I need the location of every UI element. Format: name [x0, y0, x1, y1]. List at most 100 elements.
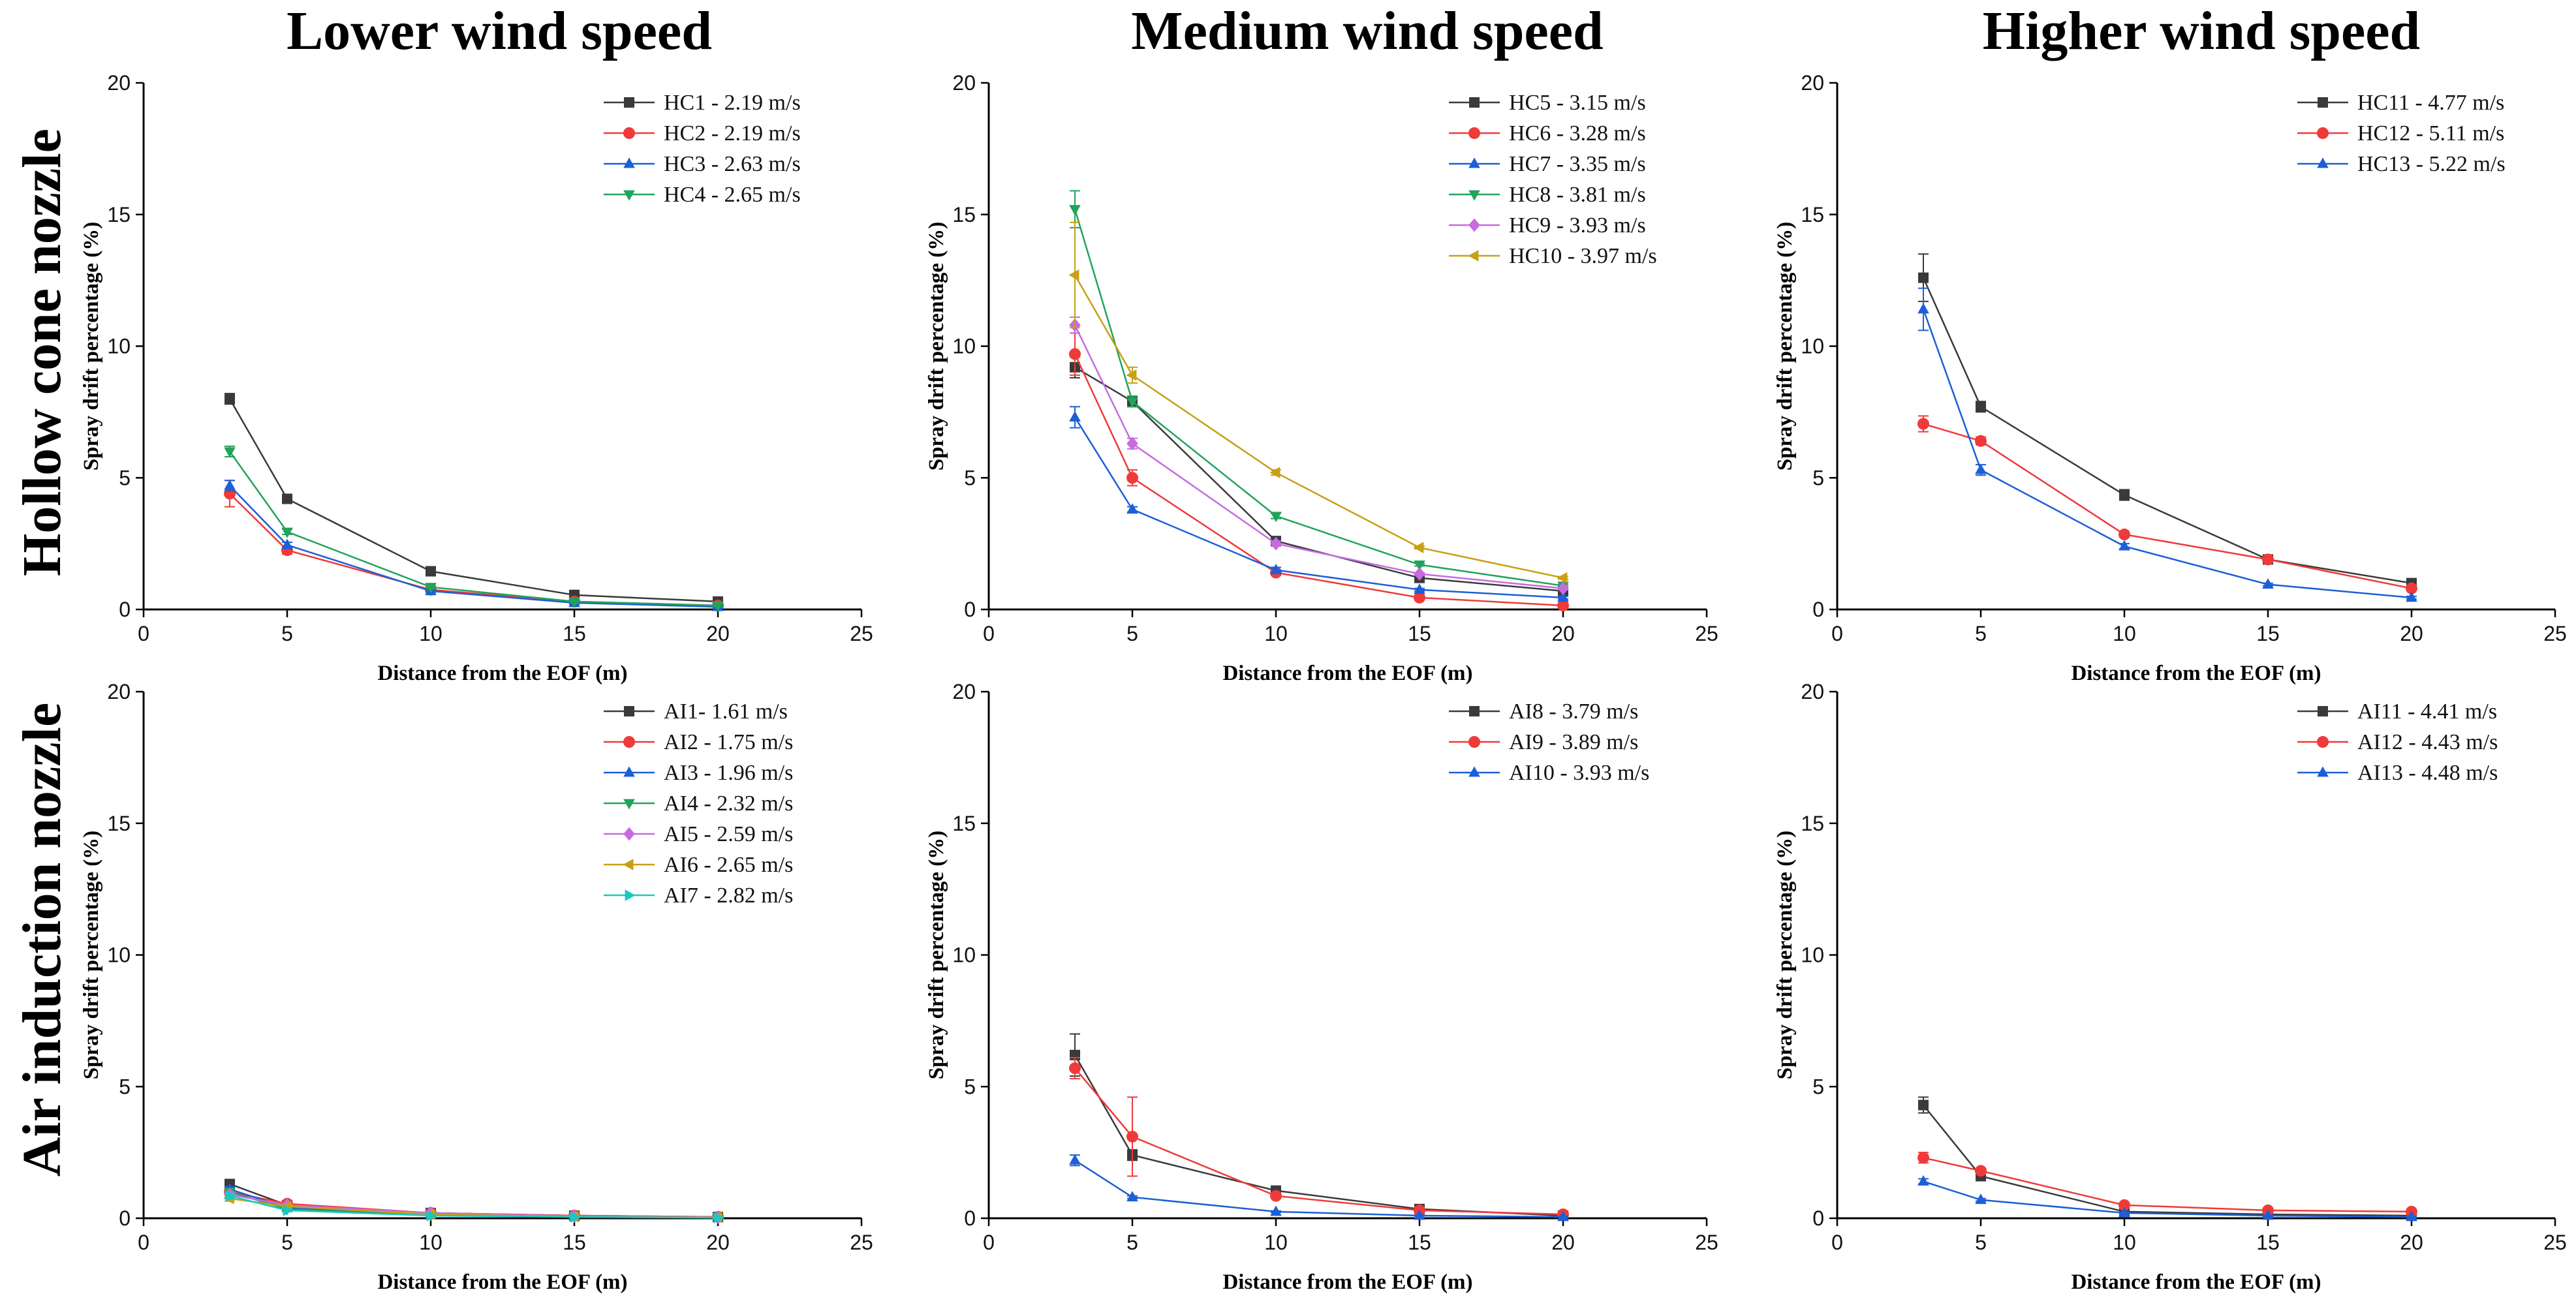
- y-tick-label: 15: [1801, 812, 1824, 835]
- data-point: [1917, 1152, 1929, 1164]
- legend-label: HC11 - 4.77 m/s: [2357, 91, 2504, 115]
- x-tick-label: 5: [1975, 1231, 1987, 1254]
- legend-entry: AI2 - 1.75 m/s: [604, 730, 793, 754]
- x-axis-label: Distance from the EOF (m): [1222, 1270, 1472, 1294]
- x-tick-label: 15: [1408, 622, 1431, 645]
- x-tick-label: 5: [281, 622, 293, 645]
- data-point: [712, 601, 724, 612]
- y-tick-label: 20: [107, 71, 131, 95]
- x-axis-label: Distance from the EOF (m): [1222, 662, 1472, 685]
- data-point: [1126, 472, 1138, 484]
- data-point: [1270, 536, 1282, 551]
- y-tick-label: 5: [119, 1075, 131, 1098]
- y-tick-label: 0: [964, 598, 976, 621]
- data-point: [2118, 529, 2130, 541]
- legend-entry: HC3 - 2.63 m/s: [604, 152, 801, 176]
- x-tick-label: 20: [706, 1231, 730, 1254]
- x-tick-label: 10: [2113, 622, 2136, 645]
- series-3: [1069, 1154, 1569, 1222]
- data-point: [282, 493, 292, 504]
- legend-label: HC8 - 3.81 m/s: [1509, 183, 1646, 207]
- x-tick-label: 25: [850, 1231, 873, 1254]
- data-point: [2118, 1199, 2130, 1211]
- x-tick-label: 25: [2543, 1231, 2567, 1254]
- legend-marker: [2317, 736, 2329, 748]
- x-tick-label: 20: [1551, 1231, 1575, 1254]
- y-tick-label: 15: [107, 203, 131, 226]
- data-point: [1126, 369, 1137, 381]
- legend-entry: HC6 - 3.28 m/s: [1449, 121, 1646, 146]
- series-3: [1069, 406, 1569, 602]
- y-tick-label: 20: [952, 71, 976, 95]
- y-axis-label: Spray drift percentage (%): [925, 831, 948, 1080]
- data-point: [1126, 1191, 1138, 1202]
- legend-label: AI6 - 2.65 m/s: [664, 853, 793, 877]
- y-tick-label: 10: [952, 944, 976, 967]
- y-tick-label: 20: [952, 680, 976, 703]
- legend-marker: [623, 766, 635, 777]
- y-tick-label: 5: [1812, 466, 1824, 489]
- x-axis-label: Distance from the EOF (m): [377, 662, 627, 685]
- x-tick-label: 5: [281, 1231, 293, 1254]
- data-point: [1069, 410, 1081, 422]
- column-title-medium: Medium wind speed: [1131, 1, 1603, 61]
- legend-marker: [623, 827, 635, 841]
- legend-entry: AI1- 1.61 m/s: [604, 700, 788, 724]
- data-point: [1126, 1130, 1138, 1143]
- data-point: [2406, 1210, 2417, 1222]
- legend-marker: [625, 889, 636, 901]
- x-axis-label: Distance from the EOF (m): [377, 1270, 627, 1294]
- y-tick-label: 10: [1801, 944, 1824, 967]
- data-point: [1270, 512, 1282, 523]
- data-point: [1269, 467, 1280, 478]
- data-point: [2406, 591, 2417, 602]
- data-point: [1126, 437, 1138, 451]
- legend-label: HC9 - 3.93 m/s: [1509, 213, 1646, 238]
- data-point: [224, 479, 236, 490]
- data-point: [224, 447, 236, 458]
- legend-entry: HC13 - 5.22 m/s: [2297, 152, 2506, 176]
- legend-label: AI13 - 4.48 m/s: [2357, 761, 2498, 785]
- data-point: [1414, 567, 1425, 581]
- y-tick-label: 15: [1801, 203, 1824, 226]
- legend-entry: HC12 - 5.11 m/s: [2297, 121, 2504, 146]
- legend-marker: [1469, 97, 1480, 108]
- data-point: [1414, 591, 1425, 604]
- y-tick-label: 5: [964, 466, 976, 489]
- data-point: [2118, 540, 2130, 551]
- y-tick-label: 20: [107, 680, 131, 703]
- legend-entry: HC11 - 4.77 m/s: [2297, 91, 2504, 115]
- data-point: [1557, 1210, 1569, 1222]
- legend-label: AI8 - 3.79 m/s: [1509, 700, 1638, 724]
- legend-entry: HC2 - 2.19 m/s: [604, 121, 801, 146]
- data-point: [713, 1212, 724, 1223]
- data-point: [1069, 205, 1081, 216]
- y-tick-label: 10: [107, 944, 131, 967]
- data-point: [1557, 599, 1569, 611]
- legend-marker: [2318, 706, 2328, 716]
- data-point: [1557, 591, 1569, 602]
- legend-entry: AI9 - 3.89 m/s: [1449, 730, 1638, 754]
- x-tick-label: 10: [419, 1231, 442, 1254]
- legend-entry: HC5 - 3.15 m/s: [1449, 91, 1646, 115]
- x-tick-label: 5: [1975, 622, 1987, 645]
- data-point: [1126, 397, 1138, 408]
- x-tick-label: 15: [2256, 622, 2280, 645]
- data-point: [281, 527, 293, 538]
- legend-label: AI5 - 2.59 m/s: [664, 822, 793, 846]
- data-point: [1917, 303, 1929, 314]
- x-tick-label: 5: [1126, 622, 1138, 645]
- legend-entry: AI8 - 3.79 m/s: [1449, 700, 1638, 724]
- x-tick-label: 20: [2400, 1231, 2423, 1254]
- legend-entry: AI10 - 3.93 m/s: [1449, 761, 1649, 785]
- data-point: [1069, 348, 1081, 360]
- legend-label: HC4 - 2.65 m/s: [664, 183, 801, 207]
- legend-marker: [1468, 157, 1480, 168]
- legend-marker: [623, 127, 635, 139]
- legend-marker: [2318, 97, 2328, 108]
- legend-label: HC6 - 3.28 m/s: [1509, 121, 1646, 146]
- y-tick-label: 0: [1812, 598, 1824, 621]
- x-tick-label: 0: [983, 622, 995, 645]
- legend-label: HC13 - 5.22 m/s: [2357, 152, 2506, 176]
- legend-entry: AI7 - 2.82 m/s: [604, 884, 793, 908]
